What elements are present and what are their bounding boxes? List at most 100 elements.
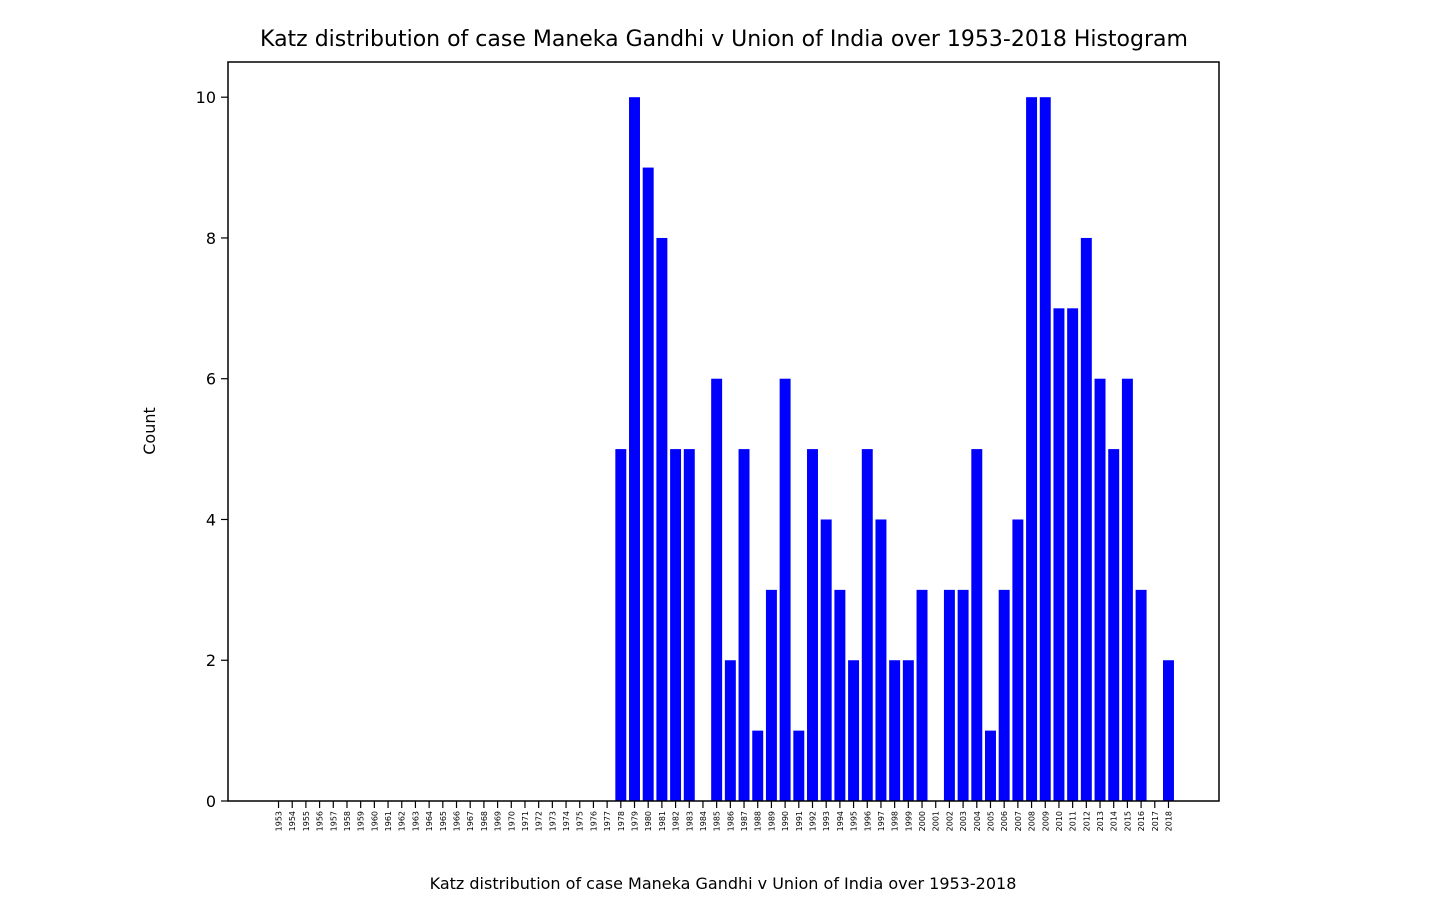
x-tick-label: 1995 xyxy=(850,811,859,831)
x-tick-label: 1965 xyxy=(439,811,448,831)
x-tick-label: 2014 xyxy=(1110,811,1119,831)
x-tick-label: 1973 xyxy=(548,811,557,831)
x-tick-label: 1988 xyxy=(754,811,763,831)
x-tick-label: 2006 xyxy=(1000,811,1009,831)
x-tick-label: 2004 xyxy=(973,811,982,831)
x-tick-label: 1953 xyxy=(275,811,284,831)
x-tick-label: 1975 xyxy=(576,811,585,831)
bar-1994 xyxy=(834,589,846,801)
bar-1990 xyxy=(779,378,791,801)
bar-1996 xyxy=(861,449,873,801)
bar-2015 xyxy=(1121,378,1133,801)
bar-1981 xyxy=(656,237,668,801)
x-tick-label: 2012 xyxy=(1082,811,1091,831)
bar-1979 xyxy=(629,97,640,801)
bar-1995 xyxy=(848,660,860,801)
x-tick-label: 2010 xyxy=(1055,811,1064,831)
x-tick-label: 1977 xyxy=(603,811,612,831)
x-tick-label: 1970 xyxy=(507,811,516,831)
bars-group xyxy=(615,97,1174,802)
y-axis-label: Count xyxy=(140,407,159,455)
y-tick-label: 0 xyxy=(206,792,216,811)
y-tick-label: 8 xyxy=(206,229,216,248)
x-tick-label: 1960 xyxy=(370,811,379,831)
x-tick-label: 1967 xyxy=(466,811,475,831)
bar-2004 xyxy=(971,449,983,801)
x-axis: 1953 1954 1955 1956 1957 1958 1959 1960 1961 1962… xyxy=(275,801,1173,831)
x-tick-label: 1982 xyxy=(672,811,681,831)
bar-1991 xyxy=(793,730,805,801)
bar-1989 xyxy=(765,589,777,801)
x-tick-label: 1996 xyxy=(863,811,872,831)
x-tick-label: 1991 xyxy=(795,811,804,831)
x-tick-label: 1990 xyxy=(781,811,790,831)
x-tick-label: 1961 xyxy=(384,811,393,831)
x-tick-label: 1954 xyxy=(288,811,297,831)
x-tick-label: 2017 xyxy=(1151,811,1160,831)
bar-1983 xyxy=(683,449,695,801)
bar-2002 xyxy=(943,589,955,801)
bar-2009 xyxy=(1039,97,1051,801)
bar-2016 xyxy=(1135,589,1147,801)
x-tick-label: 2009 xyxy=(1041,811,1050,831)
x-tick-label: 1986 xyxy=(726,811,735,831)
x-tick-label: 2000 xyxy=(918,811,927,831)
bar-2000 xyxy=(916,589,928,801)
bar-2006 xyxy=(998,589,1010,801)
x-tick-label: 1969 xyxy=(494,811,503,831)
y-axis: 0 2 4 6 8 10 xyxy=(196,88,228,811)
chart-title: Katz distribution of case Maneka Gandhi … xyxy=(260,27,1188,52)
bar-2005 xyxy=(985,730,996,801)
x-tick-label: 1997 xyxy=(877,811,886,831)
x-tick-label: 2016 xyxy=(1137,811,1146,831)
x-tick-label: 2013 xyxy=(1096,811,1105,831)
x-tick-label: 1959 xyxy=(357,811,366,831)
bar-1993 xyxy=(820,519,832,801)
x-tick-label: 1963 xyxy=(411,811,420,831)
bar-1986 xyxy=(724,660,736,801)
x-tick-label: 2001 xyxy=(932,811,941,831)
bar-1985 xyxy=(711,378,723,801)
x-tick-label: 1971 xyxy=(521,811,530,831)
x-tick-label: 1999 xyxy=(904,811,913,831)
x-tick-label: 2018 xyxy=(1164,811,1173,831)
x-tick-label: 2002 xyxy=(945,811,954,831)
x-tick-label: 1985 xyxy=(713,811,722,831)
bar-2007 xyxy=(1012,519,1024,801)
bar-1987 xyxy=(738,449,750,801)
x-tick-label: 1976 xyxy=(589,811,598,831)
x-tick-label: 2008 xyxy=(1028,811,1037,831)
x-tick-label: 1974 xyxy=(562,811,571,831)
bar-2018 xyxy=(1163,660,1174,801)
x-axis-label: Katz distribution of case Maneka Gandhi … xyxy=(430,874,1017,893)
bar-2011 xyxy=(1067,308,1079,801)
bar-2012 xyxy=(1080,237,1092,801)
x-tick-label: 1983 xyxy=(685,811,694,831)
x-tick-label: 1964 xyxy=(425,811,434,831)
x-tick-label: 1955 xyxy=(302,811,311,831)
x-tick-label: 1992 xyxy=(808,811,817,831)
bar-2008 xyxy=(1026,97,1038,801)
x-tick-label: 2015 xyxy=(1123,811,1132,831)
x-tick-label: 1978 xyxy=(617,811,626,831)
x-tick-label: 1998 xyxy=(891,811,900,831)
x-tick-label: 2003 xyxy=(959,811,968,831)
y-tick-label: 6 xyxy=(206,370,216,389)
plot-frame xyxy=(227,61,1220,802)
bar-1997 xyxy=(875,519,887,801)
bar-1988 xyxy=(752,730,764,801)
x-tick-label: 1956 xyxy=(316,811,325,831)
x-tick-label: 1987 xyxy=(740,811,749,831)
x-tick-label: 1957 xyxy=(329,811,338,831)
bar-1980 xyxy=(642,167,654,802)
bar-2013 xyxy=(1094,378,1106,801)
x-tick-label: 1966 xyxy=(453,811,462,831)
bar-1978 xyxy=(615,449,627,801)
y-tick-label: 2 xyxy=(206,651,216,670)
x-tick-label: 1962 xyxy=(398,811,407,831)
x-tick-label: 2005 xyxy=(986,811,995,831)
x-tick-label: 1994 xyxy=(836,811,845,831)
x-tick-label: 1989 xyxy=(767,811,776,831)
y-tick-label: 10 xyxy=(196,88,216,107)
